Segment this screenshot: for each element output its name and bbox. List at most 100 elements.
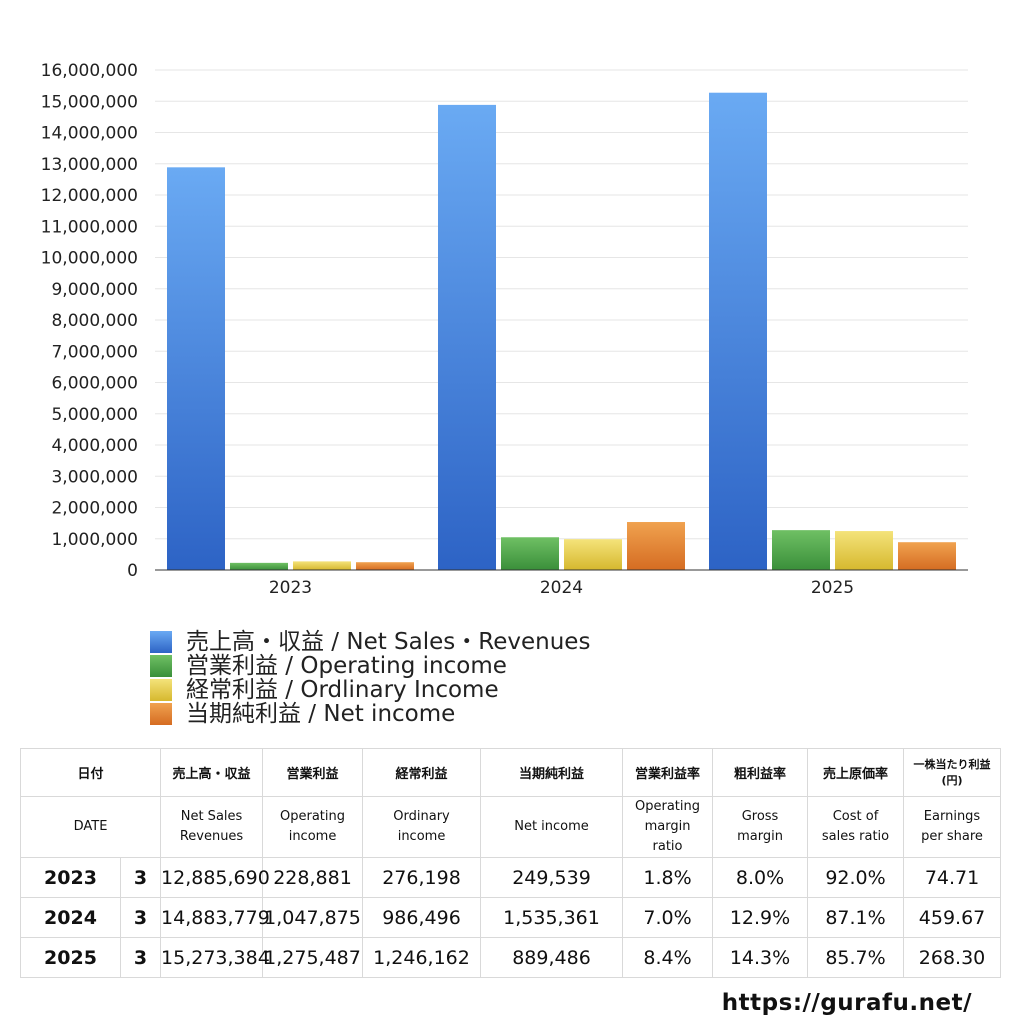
- cell-cost-ratio: 85.7%: [807, 937, 905, 978]
- cell-ordinary-income: 1,246,162: [362, 937, 482, 978]
- cell-year: 2025: [20, 937, 121, 978]
- bar-2025-series-3: [898, 542, 956, 570]
- x-tick-label: 2024: [540, 578, 583, 598]
- cell-net-sales: 15,273,384: [160, 937, 270, 978]
- legend-label: 経常利益 / Ordlinary Income: [186, 677, 499, 703]
- table-row: 2024 3 14,883,779 1,047,875 986,496 1,53…: [20, 897, 1002, 938]
- header-net-sales-en: Net Sales Revenues: [160, 796, 264, 858]
- header-gross-margin-jp: 粗利益率: [712, 748, 809, 797]
- header-operating-margin-en-line2: margin: [644, 819, 691, 834]
- y-tick-label: 1,000,000: [51, 530, 138, 550]
- cell-month: 3: [119, 857, 162, 898]
- header-eps-jp: 一株当たり利益 (円): [903, 748, 1002, 797]
- header-net-sales-en-line1: Net Sales: [180, 809, 243, 824]
- cell-net-sales: 14,883,779: [160, 897, 270, 938]
- legend-swatch-net-sales: [150, 631, 172, 653]
- bar-2024-series-3: [627, 522, 685, 570]
- cell-net-sales: 12,885,690: [160, 857, 270, 898]
- header-ordinary-income-en-line2: income: [397, 829, 446, 844]
- y-tick-label: 7,000,000: [51, 342, 138, 362]
- legend-label: 売上高・収益 / Net Sales・Revenues: [186, 629, 591, 655]
- cell-net-income: 889,486: [480, 937, 624, 978]
- cell-operating-margin: 8.4%: [622, 937, 714, 978]
- legend-label: 営業利益 / Operating income: [186, 653, 507, 679]
- header-net-sales-en-line2: Revenues: [179, 829, 244, 844]
- header-ordinary-income-en: Ordinary income: [362, 796, 482, 858]
- bar-2023-series-0: [167, 167, 225, 570]
- source-url[interactable]: https://gurafu.net/: [721, 990, 972, 1016]
- header-eps-jp-line1: 一株当たり利益: [913, 757, 991, 771]
- cell-month: 3: [119, 937, 162, 978]
- cell-cost-ratio: 87.1%: [807, 897, 905, 938]
- x-tick-label: 2025: [811, 578, 854, 598]
- financial-data-table: 日付 売上高・収益 営業利益 経常利益 当期純利益 営業利益率 粗利益率 売上原…: [19, 748, 1002, 978]
- bar-2023-series-3: [356, 562, 414, 570]
- y-tick-label: 2,000,000: [51, 499, 138, 519]
- header-gross-margin-en: Gross margin: [712, 796, 809, 858]
- cell-eps: 268.30: [903, 937, 1002, 978]
- cell-ordinary-income: 276,198: [362, 857, 482, 898]
- bar-2025-series-1: [772, 530, 830, 570]
- y-tick-label: 9,000,000: [51, 280, 138, 300]
- header-operating-margin-en-line1: Operating: [635, 799, 701, 814]
- bar-chart: 0 1,000,000 2,000,000 3,000,000 4,000,000 5,0…: [41, 61, 968, 598]
- legend-item-ordinary-income: 経常利益 / Ordlinary Income: [150, 678, 590, 702]
- cell-year: 2023: [20, 857, 121, 898]
- cell-month: 3: [119, 897, 162, 938]
- legend-item-operating-income: 営業利益 / Operating income: [150, 654, 590, 678]
- header-eps-en-line1: Earnings: [923, 809, 981, 824]
- header-operating-margin-en-line3: ratio: [652, 839, 683, 854]
- table-row: 2025 3 15,273,384 1,275,487 1,246,162 88…: [20, 937, 1002, 978]
- cell-gross-margin: 8.0%: [712, 857, 809, 898]
- header-ordinary-income-en-line1: Ordinary: [393, 809, 450, 824]
- bar-2025-series-0: [709, 92, 767, 570]
- legend-item-net-income: 当期純利益 / Net income: [150, 702, 590, 726]
- cell-operating-margin: 7.0%: [622, 897, 714, 938]
- table-header-jp: 日付 売上高・収益 営業利益 経常利益 当期純利益 営業利益率 粗利益率 売上原…: [19, 748, 1002, 797]
- y-tick-label: 8,000,000: [51, 311, 138, 331]
- legend-swatch-operating-income: [150, 655, 172, 677]
- header-net-sales-jp: 売上高・収益: [160, 748, 264, 797]
- header-operating-margin-jp: 営業利益率: [622, 748, 714, 797]
- cell-ordinary-income: 986,496: [362, 897, 482, 938]
- legend-swatch-ordinary-income: [150, 679, 172, 701]
- y-tick-label: 11,000,000: [41, 217, 138, 237]
- cell-year: 2024: [20, 897, 121, 938]
- header-operating-income-jp: 営業利益: [262, 748, 364, 797]
- cell-operating-margin: 1.8%: [622, 857, 714, 898]
- header-eps-jp-line2: (円): [941, 773, 963, 787]
- table-header-en: DATE Net Sales Revenues Operating income…: [19, 796, 1002, 858]
- cell-gross-margin: 14.3%: [712, 937, 809, 978]
- y-tick-label: 12,000,000: [41, 186, 138, 206]
- header-ordinary-income-jp: 経常利益: [362, 748, 482, 797]
- header-cost-ratio-en: Cost of sales ratio: [807, 796, 905, 858]
- y-tick-label: 4,000,000: [51, 436, 138, 456]
- bar-2023-series-1: [230, 562, 288, 570]
- legend-swatch-net-income: [150, 703, 172, 725]
- bar-2023-series-2: [293, 561, 351, 570]
- header-net-income-jp: 当期純利益: [480, 748, 624, 797]
- header-date-en: DATE: [19, 796, 162, 858]
- y-tick-label: 5,000,000: [51, 405, 138, 425]
- header-operating-income-en-line1: Operating: [280, 809, 346, 824]
- y-tick-label: 10,000,000: [41, 249, 138, 269]
- bar-2025-series-2: [835, 531, 893, 570]
- header-gross-margin-en-line2: margin: [737, 829, 783, 844]
- cell-gross-margin: 12.9%: [712, 897, 809, 938]
- x-tick-label: 2023: [269, 578, 312, 598]
- chart-legend: 売上高・収益 / Net Sales・Revenues 営業利益 / Opera…: [150, 630, 590, 726]
- table-row: 2023 3 12,885,690 228,881 276,198 249,53…: [20, 857, 1002, 898]
- header-eps-en: Earnings per share: [903, 796, 1002, 858]
- bar-2024-series-2: [564, 539, 622, 570]
- cell-net-income: 1,535,361: [480, 897, 624, 938]
- cell-net-income: 249,539: [480, 857, 624, 898]
- bar-2024-series-0: [438, 104, 496, 571]
- cell-operating-income: 1,047,875: [262, 897, 364, 938]
- cell-operating-income: 228,881: [262, 857, 364, 898]
- bar-2024-series-1: [501, 537, 559, 570]
- y-tick-label: 3,000,000: [51, 467, 138, 487]
- legend-label: 当期純利益 / Net income: [186, 701, 456, 727]
- header-operating-income-en-line2: income: [288, 829, 337, 844]
- y-tick-label: 16,000,000: [41, 61, 138, 81]
- header-gross-margin-en-line1: Gross: [741, 809, 779, 824]
